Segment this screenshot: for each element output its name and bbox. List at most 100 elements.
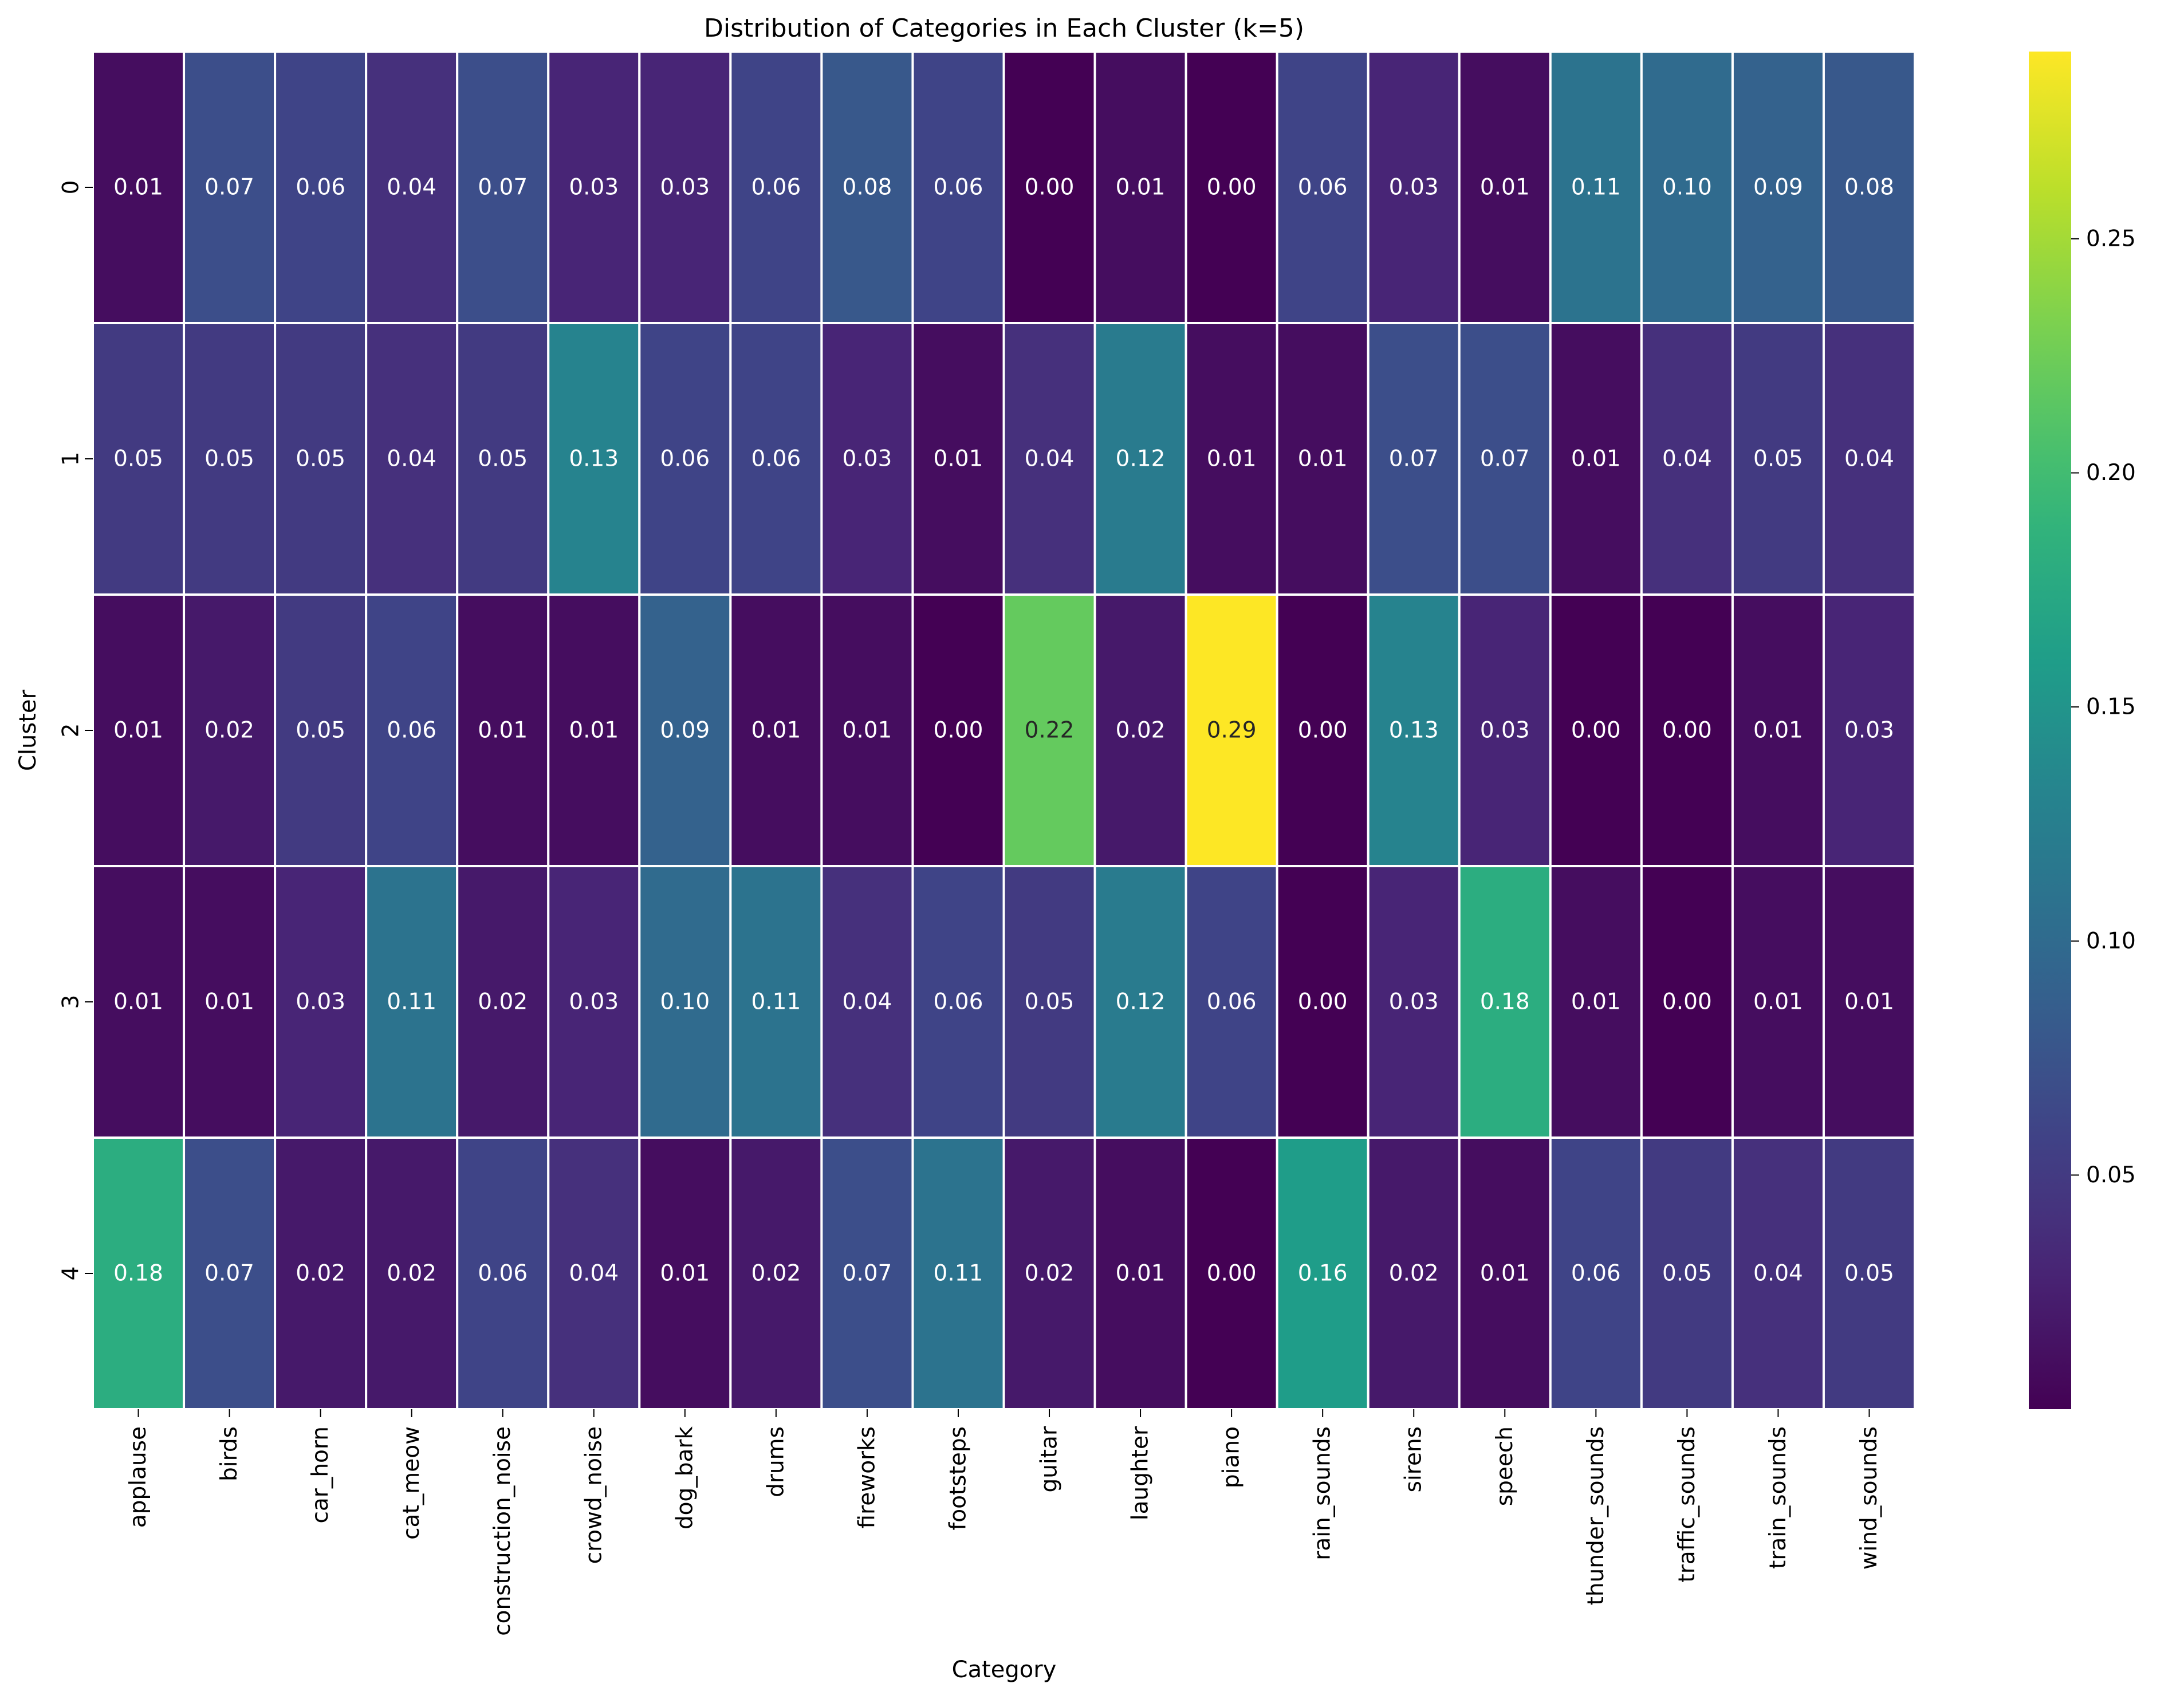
cell-value-label: 0.07 xyxy=(204,175,254,200)
heatmap-cell xyxy=(1367,593,1461,867)
cell-value-label: 0.01 xyxy=(934,446,983,472)
heatmap-cell xyxy=(729,865,823,1139)
cell-value-label: 0.29 xyxy=(1207,718,1257,744)
cell-value-label: 0.04 xyxy=(1753,1261,1803,1287)
cell-value-label: 0.00 xyxy=(1207,1261,1257,1287)
x-tick-label: piano xyxy=(1219,1426,1245,1488)
cell-value-label: 0.07 xyxy=(478,175,528,200)
cell-value-label: 0.06 xyxy=(1298,175,1348,200)
cell-value-label: 0.04 xyxy=(387,446,436,472)
heatmap-cell xyxy=(1002,593,1096,867)
heatmap-cell xyxy=(1458,50,1552,324)
cell-value-label: 0.01 xyxy=(1844,989,1894,1015)
x-tick-label: laughter xyxy=(1128,1426,1154,1520)
heatmap-cell xyxy=(183,50,277,324)
heatmap-cell xyxy=(274,593,368,867)
x-tick-label: rain_sounds xyxy=(1310,1426,1336,1560)
cell-value-label: 0.00 xyxy=(1662,718,1712,744)
heatmap-cell xyxy=(729,593,823,867)
cell-value-label: 0.06 xyxy=(296,175,345,200)
heatmap-cell xyxy=(638,1136,732,1410)
cell-value-label: 0.00 xyxy=(1298,718,1348,744)
heatmap-cell xyxy=(365,865,459,1139)
chart-title: Distribution of Categories in Each Clust… xyxy=(704,14,1304,43)
heatmap-cell xyxy=(1640,865,1734,1139)
cell-value-label: 0.05 xyxy=(296,446,345,472)
heatmap-cell xyxy=(638,322,732,596)
cell-value-label: 0.11 xyxy=(1571,175,1621,200)
heatmap-cell xyxy=(365,1136,459,1410)
colorbar-tick-label: 0.10 xyxy=(2086,928,2136,954)
heatmap-cell xyxy=(1367,1136,1461,1410)
x-tick-label: car_horn xyxy=(308,1426,333,1524)
heatmap-cell xyxy=(1093,865,1187,1139)
x-tick-label: footsteps xyxy=(945,1426,971,1530)
heatmap-cell xyxy=(1549,50,1643,324)
cell-value-label: 0.02 xyxy=(387,1261,436,1287)
colorbar-tick-label: 0.25 xyxy=(2086,226,2136,251)
heatmap-cell xyxy=(456,1136,550,1410)
cell-value-label: 0.03 xyxy=(569,989,619,1015)
cell-value-label: 0.07 xyxy=(204,1261,254,1287)
y-tick-label: 4 xyxy=(58,1267,84,1281)
heatmap-cell xyxy=(92,50,186,324)
heatmap-cell xyxy=(92,322,186,596)
heatmap-cell xyxy=(1276,593,1370,867)
heatmap-cell xyxy=(1002,1136,1096,1410)
heatmap-cell xyxy=(1458,1136,1552,1410)
cell-value-label: 0.01 xyxy=(660,1261,710,1287)
x-tick-label: birds xyxy=(217,1426,242,1481)
heatmap-cell xyxy=(638,593,732,867)
cell-value-label: 0.06 xyxy=(1207,989,1257,1015)
cell-value-label: 0.04 xyxy=(1844,446,1894,472)
heatmap-cell xyxy=(1093,50,1187,324)
cell-value-label: 0.05 xyxy=(1753,446,1803,472)
heatmap-cell xyxy=(820,593,914,867)
cell-value-label: 0.02 xyxy=(1389,1261,1439,1287)
heatmap-cell xyxy=(820,1136,914,1410)
cell-value-label: 0.18 xyxy=(1480,989,1530,1015)
cell-value-label: 0.05 xyxy=(113,446,163,472)
cell-value-label: 0.00 xyxy=(1662,989,1712,1015)
heatmap-cell xyxy=(183,1136,277,1410)
cell-value-label: 0.09 xyxy=(1753,175,1803,200)
x-tick-label: dog_bark xyxy=(672,1426,698,1530)
cell-value-label: 0.01 xyxy=(113,175,163,200)
heatmap-cell xyxy=(274,322,368,596)
heatmap-cell xyxy=(729,322,823,596)
cell-value-label: 0.03 xyxy=(296,989,345,1015)
cell-value-label: 0.02 xyxy=(478,989,528,1015)
colorbar-tick-label: 0.05 xyxy=(2086,1162,2136,1188)
heatmap-cell xyxy=(1276,50,1370,324)
cell-value-label: 0.04 xyxy=(1662,446,1712,472)
cell-value-label: 0.10 xyxy=(1662,175,1712,200)
cell-value-label: 0.03 xyxy=(569,175,619,200)
heatmap-cell xyxy=(1640,50,1734,324)
heatmap-cell xyxy=(1185,593,1278,867)
heatmap-cell xyxy=(820,865,914,1139)
heatmap-cell xyxy=(1549,865,1643,1139)
heatmap-cell xyxy=(1458,593,1552,867)
x-tick-label: construction_noise xyxy=(490,1426,515,1636)
cell-value-label: 0.01 xyxy=(1753,718,1803,744)
x-tick-label: wind_sounds xyxy=(1856,1426,1882,1570)
y-tick-label: 0 xyxy=(58,180,84,195)
cell-value-label: 0.05 xyxy=(1662,1261,1712,1287)
heatmap-cell xyxy=(456,322,550,596)
x-tick-label: traffic_sounds xyxy=(1674,1426,1700,1583)
heatmap-cell xyxy=(911,50,1005,324)
cell-value-label: 0.06 xyxy=(478,1261,528,1287)
heatmap-cell xyxy=(1185,865,1278,1139)
cell-value-label: 0.01 xyxy=(1480,175,1530,200)
cell-value-label: 0.06 xyxy=(660,446,710,472)
cell-value-label: 0.22 xyxy=(1025,718,1075,744)
cell-value-label: 0.06 xyxy=(751,175,801,200)
cell-value-label: 0.02 xyxy=(296,1261,345,1287)
cell-value-label: 0.03 xyxy=(1844,718,1894,744)
x-tick-label: fireworks xyxy=(854,1426,880,1528)
cell-value-label: 0.06 xyxy=(934,989,983,1015)
cell-value-label: 0.02 xyxy=(751,1261,801,1287)
cell-value-label: 0.06 xyxy=(934,175,983,200)
cell-value-label: 0.13 xyxy=(1389,718,1439,744)
heatmap-cell xyxy=(1822,865,1916,1139)
